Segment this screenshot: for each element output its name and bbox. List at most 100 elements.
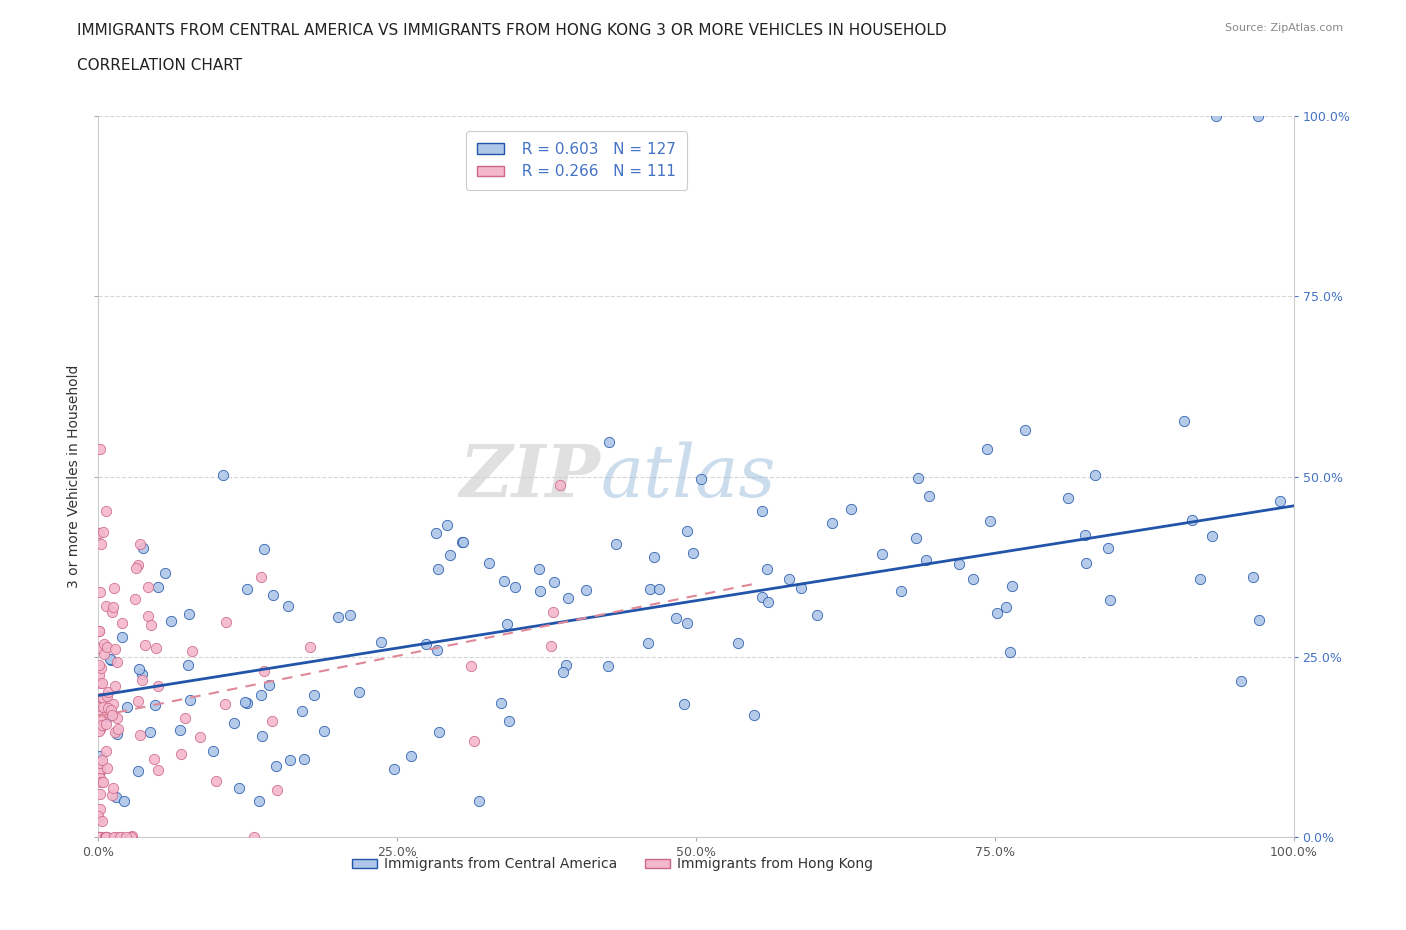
Point [489, 696, 512, 711]
Point [89, 641, 111, 656]
Point [87, 830, 110, 844]
Point [302, 688, 325, 703]
Point [1201, 528, 1223, 543]
Point [143, 698, 166, 712]
Point [176, 658, 198, 672]
Point [87, 658, 110, 672]
Point [496, 617, 519, 631]
Point [120, 830, 142, 844]
Point [94, 716, 117, 731]
Point [96, 689, 118, 704]
Point [136, 579, 159, 594]
Point [727, 636, 749, 651]
Point [96, 640, 118, 655]
Point [277, 598, 299, 613]
Point [103, 580, 125, 595]
Point [89, 830, 111, 844]
Point [349, 684, 371, 699]
Point [478, 555, 501, 570]
Point [339, 608, 361, 623]
Point [540, 639, 562, 654]
Point [527, 562, 550, 577]
Point [87, 808, 110, 823]
Point [235, 696, 257, 711]
Text: CORRELATION CHART: CORRELATION CHART [77, 58, 242, 73]
Point [675, 524, 697, 538]
Point [89, 756, 111, 771]
Text: ZIP: ZIP [460, 441, 600, 512]
Point [87, 812, 110, 827]
Point [676, 615, 699, 630]
Point [131, 673, 153, 688]
Point [643, 550, 665, 565]
Point [110, 830, 132, 844]
Point [790, 580, 813, 595]
Point [1001, 578, 1024, 593]
Point [115, 699, 138, 714]
Point [128, 661, 150, 676]
Point [89, 690, 111, 705]
Point [129, 537, 152, 551]
Point [174, 711, 197, 725]
Point [415, 637, 437, 652]
Point [253, 541, 276, 556]
Point [101, 604, 124, 619]
Point [104, 679, 127, 694]
Point [105, 727, 128, 742]
Point [89, 749, 111, 764]
Point [89, 724, 111, 738]
Point [91, 690, 114, 705]
Point [96, 599, 118, 614]
Point [112, 793, 135, 808]
Point [247, 793, 270, 808]
Point [111, 630, 134, 644]
Point [257, 677, 280, 692]
Point [541, 604, 564, 619]
Point [1181, 512, 1204, 527]
Point [806, 608, 828, 623]
Point [93, 830, 115, 844]
Point [93, 636, 115, 651]
Point [89, 624, 111, 639]
Point [1173, 414, 1195, 429]
Point [298, 640, 321, 655]
Point [89, 584, 111, 599]
Point [778, 571, 800, 586]
Point [436, 518, 458, 533]
Point [101, 708, 124, 723]
Point [89, 704, 111, 719]
Point [91, 752, 114, 767]
Point [127, 694, 149, 709]
Point [138, 724, 160, 739]
Point [742, 708, 765, 723]
Text: IMMIGRANTS FROM CENTRAL AMERICA VS IMMIGRANTS FROM HONG KONG 3 OR MORE VEHICLES : IMMIGRANTS FROM CENTRAL AMERICA VS IMMIG… [77, 23, 948, 38]
Point [90, 708, 112, 723]
Point [100, 653, 122, 668]
Point [548, 477, 571, 492]
Point [1014, 422, 1036, 437]
Point [557, 591, 579, 605]
Point [278, 753, 301, 768]
Point [979, 514, 1001, 529]
Point [90, 718, 112, 733]
Point [915, 552, 938, 567]
Point [756, 594, 779, 609]
Point [637, 636, 659, 651]
Point [326, 610, 349, 625]
Point [215, 615, 238, 630]
Point [145, 640, 167, 655]
Point [89, 802, 111, 817]
Point [90, 676, 112, 691]
Point [1097, 540, 1119, 555]
Point [751, 504, 773, 519]
Point [89, 787, 111, 802]
Point [87, 765, 110, 780]
Point [236, 581, 259, 596]
Point [228, 780, 250, 795]
Point [94, 830, 117, 844]
Point [105, 711, 128, 725]
Point [134, 638, 156, 653]
Point [100, 702, 122, 717]
Point [90, 814, 112, 829]
Point [243, 830, 266, 844]
